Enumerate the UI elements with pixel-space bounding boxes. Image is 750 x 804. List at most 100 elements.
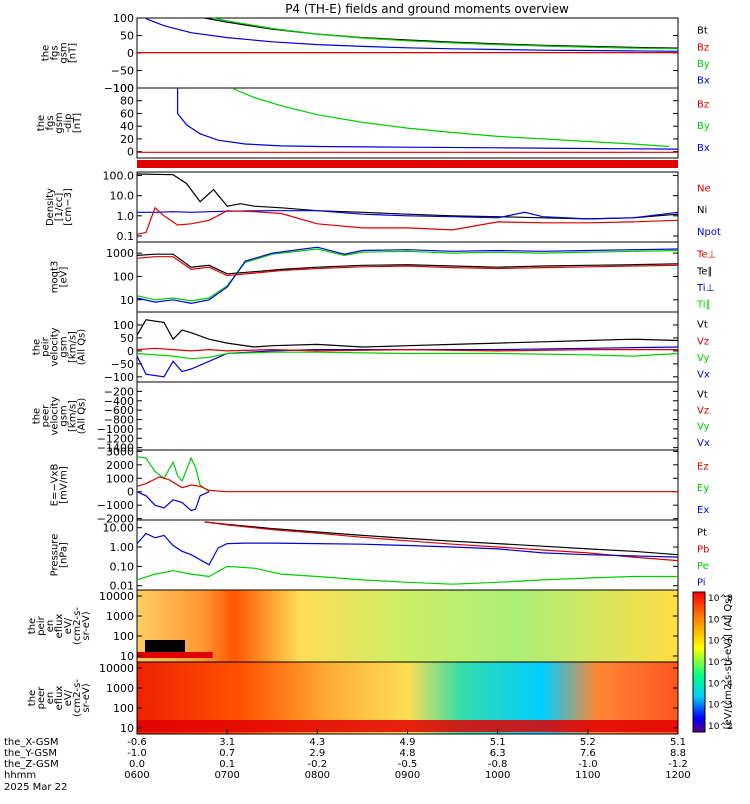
- legend-entry: Ey: [697, 483, 709, 494]
- series-efield-Ey: [136, 456, 210, 493]
- panel-peer_flux: 10000 1000 100 10 thepeerenefluxeV/(cm2-s-sr…: [27, 661, 679, 735]
- separator-strip: [137, 160, 678, 168]
- colorbar-label: [eV/(cm2-s-str-eV)] (All Qs): [723, 594, 734, 729]
- panel-frame: [136, 381, 679, 451]
- y-tick-label: 10.00: [103, 522, 135, 535]
- legend-entry: Bx: [697, 76, 710, 87]
- y-tick-label: 10000: [99, 662, 134, 675]
- y-tick-label: 0: [127, 345, 134, 358]
- legend-entry: Pb: [697, 544, 709, 555]
- y-axis-label: eflux: [54, 614, 65, 639]
- ephemeris-value: 4.3: [309, 737, 325, 748]
- y-axis-label: velocity: [50, 327, 61, 366]
- y-axis-label: [nPa]: [59, 542, 70, 568]
- panel-frame: [136, 87, 679, 159]
- legend-entry: Vx: [697, 438, 710, 449]
- y-axis-label: peer: [41, 404, 52, 428]
- y-tick-label: 100: [113, 630, 134, 643]
- legend-entry: Ne: [697, 183, 711, 194]
- colorbar-tick-label: 10^8: [708, 594, 733, 604]
- panel-peir_flux: 10000 1000 100 10 thepeirenefluxeV/(cm2-s-sr…: [27, 589, 679, 663]
- ephemeris-value: 4.9: [400, 737, 416, 748]
- y-tick-label: −2000: [97, 513, 134, 526]
- y-tick-label: −50: [111, 358, 134, 371]
- panel-velocity_peer: −200−400−600−800−1000−1200−1400 thepeerve…: [32, 381, 710, 455]
- y-tick-label: 10: [120, 650, 134, 663]
- y-tick-label: −100: [104, 82, 134, 95]
- ephemeris-value: 5.1: [670, 737, 686, 748]
- y-axis-label: the: [27, 690, 38, 706]
- ephemeris-value: -0.8: [488, 759, 508, 770]
- y-axis-label: gsm: [59, 42, 70, 63]
- y-axis-label: [cm−3]: [63, 188, 74, 226]
- legend-entry: Vx: [697, 370, 710, 381]
- legend-entry: Te∥: [696, 266, 713, 277]
- legend-entry: Ti⊥: [696, 283, 714, 294]
- y-axis-label: [km/s]: [68, 400, 79, 432]
- y-tick-label: −100: [104, 371, 134, 384]
- y-axis-label: gsm: [54, 112, 65, 133]
- legend-entry: Ex: [697, 505, 709, 516]
- ephemeris-value: 5.1: [490, 737, 506, 748]
- y-axis-label: en: [45, 692, 56, 705]
- y-tick-label: 10.0: [110, 190, 135, 203]
- y-axis-label: -dip: [63, 113, 74, 132]
- panel-density: 100.0 10.0 1.0 0.1 Density[1/cc][cm−3] Ne Ni Np…: [45, 170, 721, 243]
- legend-entry: Vy: [697, 422, 710, 433]
- series-efield-Ez: [136, 476, 678, 493]
- y-axis-label: en: [45, 620, 56, 633]
- y-tick-label: 100: [113, 702, 134, 715]
- colorbar: [692, 591, 706, 733]
- y-axis-label: gsm: [59, 336, 70, 357]
- ephemeris-value: 5.2: [580, 737, 596, 748]
- y-axis-label: [km/s]: [68, 331, 79, 363]
- y-axis-label: eV/: [63, 617, 74, 634]
- spectrogram-low-energy-band: [137, 720, 678, 732]
- legend-entry: Bt: [697, 26, 708, 37]
- y-axis-label: peir: [41, 336, 52, 356]
- ephemeris-row-label: the_X-GSM: [4, 737, 58, 748]
- legend-entry: By: [697, 59, 710, 70]
- spectrogram-data-gap: [145, 640, 185, 654]
- y-tick-label: 1000: [106, 472, 134, 485]
- y-axis-label: Pressure: [50, 534, 61, 577]
- ephemeris-row-label: the_Z-GSM: [4, 759, 59, 770]
- legend-entry: Bz: [697, 42, 709, 53]
- x-tick-label: 0800: [305, 770, 330, 781]
- y-axis-label: peer: [36, 686, 47, 710]
- colorbar-tick-label: 10^5: [708, 658, 733, 668]
- legend-entry: Pt: [697, 528, 707, 539]
- y-tick-label: 1000: [106, 247, 134, 260]
- series-temperature-Ti_par: [136, 248, 679, 302]
- y-tick-label: 100.0: [103, 170, 135, 183]
- y-tick-label: 0: [127, 486, 134, 499]
- x-tick-label: 0900: [395, 770, 420, 781]
- colorbar-tick-label: 10^7: [708, 615, 733, 625]
- y-axis-label: [nT]: [72, 113, 83, 133]
- y-axis-label: (cm2-s-: [72, 607, 83, 645]
- y-tick-label: 1000: [106, 610, 134, 623]
- legend-entry: Pi: [697, 578, 706, 589]
- legend-entry: Te⊥: [696, 250, 716, 261]
- y-tick-label: 0.10: [110, 560, 135, 573]
- series-fgs_gsm-Bt: [204, 17, 679, 49]
- legend-entry: Bz: [697, 99, 709, 110]
- series-temperature-Ti_perp: [136, 246, 679, 305]
- series-fgs_gsm-Bx: [145, 18, 679, 52]
- y-axis-label: (All Qs): [77, 398, 88, 435]
- series-density-Ni: [136, 173, 679, 220]
- y-tick-label: 100: [113, 270, 134, 283]
- y-tick-label: 100: [113, 82, 134, 95]
- ephemeris-value: 0.0: [129, 759, 145, 770]
- legend-entry: Ti∥: [696, 300, 711, 311]
- legend-entry: Vy: [697, 353, 710, 364]
- y-tick-label: 80: [120, 95, 134, 108]
- y-tick-label: −600: [104, 404, 134, 417]
- y-axis-label: Density: [45, 188, 56, 226]
- series-density-Ne: [136, 206, 679, 235]
- y-axis-label: [mV/m]: [59, 466, 70, 504]
